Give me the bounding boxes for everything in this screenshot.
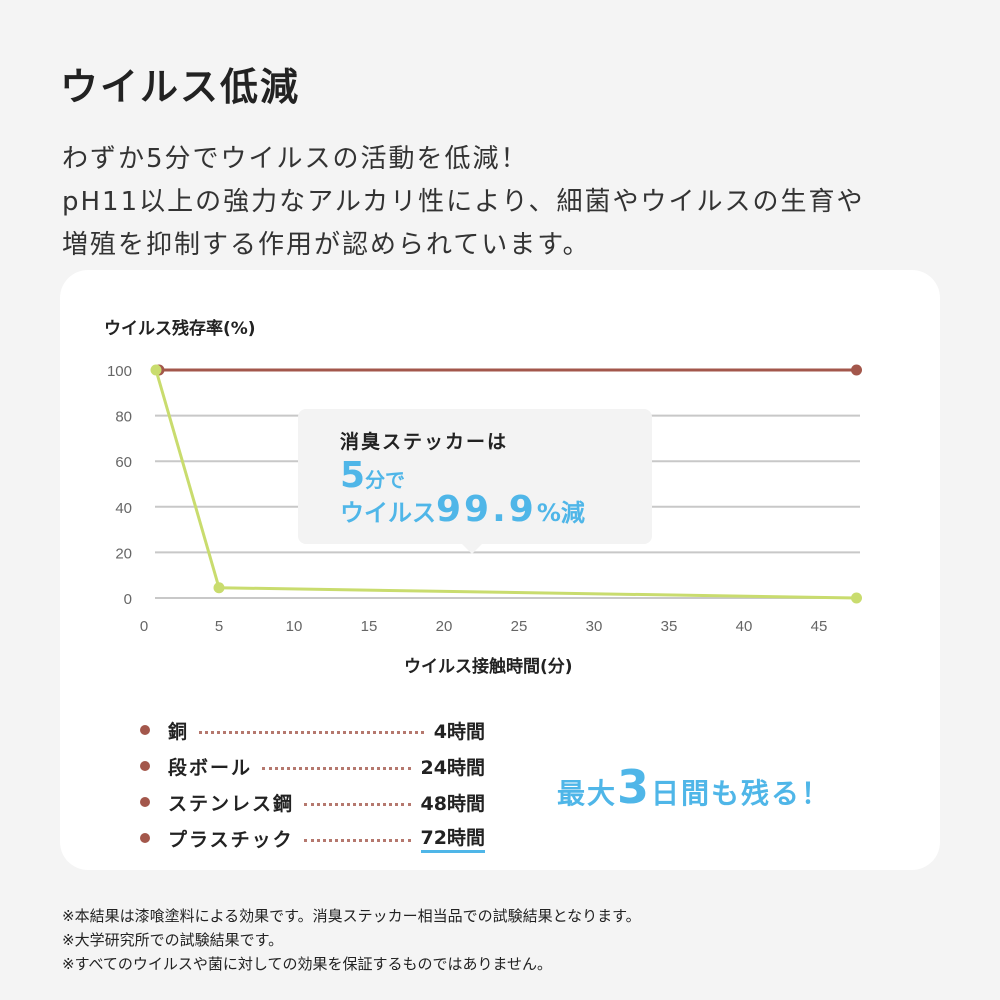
- callout-line1: 消臭ステッカーは: [340, 431, 509, 453]
- x-tick-label: 35: [661, 618, 678, 635]
- item-label: プラスチック: [168, 828, 294, 851]
- callout-number: 5: [340, 455, 366, 496]
- footnote: ※大学研究所での試験結果です。: [62, 931, 284, 949]
- item-value: 48時間: [420, 792, 485, 815]
- bullet-icon: [140, 833, 150, 843]
- data-point: [213, 582, 225, 594]
- x-tick-label: 45: [811, 618, 828, 635]
- x-tick-label: 0: [140, 618, 148, 635]
- footnote: ※本結果は漆喰塗料による効果です。消臭ステッカー相当品での試験結果となります。: [62, 907, 641, 925]
- x-tick-label: 5: [215, 618, 223, 635]
- item-label: ステンレス鋼: [168, 792, 295, 815]
- leader-dots: [304, 802, 411, 806]
- leader-dots: [303, 838, 411, 842]
- x-tick-label: 25: [511, 618, 528, 635]
- y-tick-label: 80: [115, 409, 132, 426]
- item-label: 段ボール: [168, 756, 253, 779]
- data-point: [851, 592, 862, 604]
- y-tick-label: 20: [115, 545, 132, 562]
- page-title: ウイルス低減: [60, 65, 301, 109]
- list-item: 段ボール 24時間: [140, 748, 485, 784]
- callout-line2: 5分で: [340, 455, 405, 496]
- callout-number: 99.9: [436, 489, 537, 530]
- callout-bubble: 消臭ステッカーは 5分で ウイルス99.9%減: [298, 409, 652, 554]
- item-value: 4時間: [433, 720, 485, 743]
- callout-text: 分で: [365, 468, 406, 492]
- callout-text: ウイルス: [340, 499, 436, 527]
- list-item: プラスチック 72時間: [140, 820, 485, 856]
- data-point: [150, 364, 162, 376]
- leader-dots: [199, 730, 424, 734]
- item-value: 72時間: [420, 823, 485, 853]
- survival-list: 銅 4時間 段ボール 24時間 ステンレス鋼 48時間 プラスチック 72時間: [140, 712, 485, 856]
- max-text: 最大: [557, 777, 618, 810]
- bullet-icon: [140, 797, 150, 807]
- lead-line: 増殖を抑制する作用が認められています。: [62, 230, 591, 260]
- bullet-icon: [140, 761, 150, 771]
- list-item: ステンレス鋼 48時間: [140, 784, 485, 820]
- lead-line: わずか5分でウイルスの活動を低減！: [62, 144, 529, 174]
- bullet-icon: [140, 725, 150, 735]
- callout-text: %減: [536, 499, 585, 527]
- lead-text: わずか5分でウイルスの活動を低減！ pH11以上の強力なアルカリ性により、細菌や…: [62, 138, 865, 267]
- lead-line: pH11以上の強力なアルカリ性により、細菌やウイルスの生育や: [62, 187, 865, 217]
- list-item: 銅 4時間: [140, 712, 485, 748]
- y-tick-label: 60: [115, 454, 132, 471]
- x-tick-label: 15: [361, 618, 378, 635]
- x-axis-label: ウイルス接触時間(分): [404, 657, 573, 677]
- x-tick-label: 20: [436, 618, 453, 635]
- y-axis-label: ウイルス残存率(%): [104, 319, 256, 339]
- y-tick-label: 0: [124, 591, 132, 608]
- max-text: 日間も残る！: [651, 777, 832, 810]
- data-point: [851, 364, 862, 376]
- x-tick-label: 10: [286, 618, 303, 635]
- callout-line3: ウイルス99.9%減: [340, 489, 585, 530]
- x-tick-label: 40: [736, 618, 753, 635]
- item-value: 24時間: [420, 756, 485, 779]
- x-tick-label: 30: [586, 618, 603, 635]
- footnote: ※すべてのウイルスや菌に対しての効果を保証するものではありません。: [62, 955, 553, 973]
- y-tick-label: 100: [107, 363, 132, 380]
- max-number: 3: [617, 760, 652, 814]
- leader-dots: [262, 766, 411, 770]
- footnotes: ※本結果は漆喰塗料による効果です。消臭ステッカー相当品での試験結果となります。 …: [62, 904, 641, 976]
- max-days-callout: 最大3日間も残る！: [557, 760, 831, 814]
- y-tick-label: 40: [115, 500, 132, 517]
- item-label: 銅: [168, 720, 190, 743]
